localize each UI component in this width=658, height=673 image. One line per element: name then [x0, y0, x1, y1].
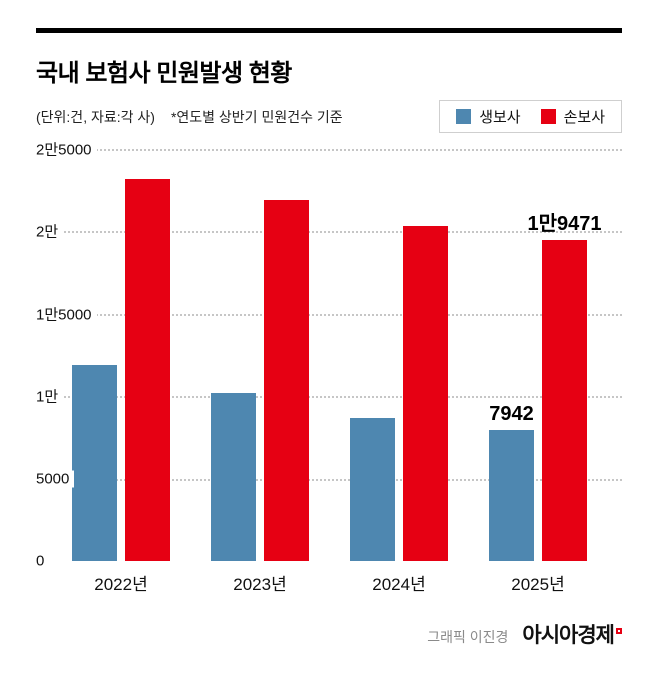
- gridline: [36, 149, 622, 151]
- legend-item-nonlife-insurers: 손보사: [540, 106, 605, 127]
- bar-생보사-2023년: [211, 392, 256, 561]
- bars-row: 7942 1만9471: [72, 149, 602, 561]
- gridline: [36, 478, 622, 481]
- bar-손보사-2024년: [403, 226, 448, 561]
- brand-text: 아시아경제: [522, 624, 615, 647]
- bar-column: [350, 149, 395, 561]
- x-axis-label: 2024년: [372, 575, 426, 594]
- bar-column: [72, 149, 117, 561]
- bar-value-label: 1만9471: [527, 213, 602, 236]
- bar-손보사-2022년: [125, 178, 170, 561]
- unit-note: (단위:건, 자료:각 사): [36, 108, 155, 125]
- gridline: [36, 231, 622, 234]
- bar-생보사-2022년: [72, 364, 117, 561]
- bar-column: [125, 149, 170, 561]
- x-axis-label: 2022년: [94, 575, 148, 594]
- bar-손보사-2025년: [542, 240, 587, 561]
- legend-item-life-insurers: 생보사: [456, 106, 521, 127]
- plot-area: 7942 1만9471 0 5000 1만 1만5000 2만 2만5000: [36, 138, 622, 570]
- bar-column: [211, 149, 256, 561]
- x-axis-label: 2025년: [511, 575, 565, 594]
- bar-group: [72, 149, 170, 561]
- credit-row: 그래픽 이진경 아시아경제: [36, 619, 622, 649]
- legend-swatch-red: [540, 109, 556, 124]
- gridline: [36, 313, 622, 316]
- y-tick-label: 1만: [36, 385, 64, 407]
- legend: 생보사 손보사: [439, 100, 622, 133]
- top-rule: [36, 28, 622, 33]
- legend-label: 생보사: [479, 109, 521, 126]
- brand-mark-icon: [616, 628, 622, 634]
- legend-swatch-blue: [456, 109, 472, 124]
- infographic: 국내 보험사 민원발생 현황 (단위:건, 자료:각 사) *연도별 상반기 민…: [36, 28, 622, 649]
- basis-note: *연도별 상반기 민원건수 기준: [170, 108, 343, 125]
- x-axis-label: 2023년: [233, 575, 287, 594]
- brand-logo: 아시아경제: [522, 619, 622, 649]
- bar-value-label: 7942: [489, 403, 534, 426]
- legend-label: 손보사: [563, 109, 605, 126]
- bar-생보사-2024년: [350, 417, 395, 561]
- bar-column: [403, 149, 448, 561]
- bar-손보사-2023년: [264, 200, 309, 561]
- chart-title: 국내 보험사 민원발생 현황: [36, 60, 292, 87]
- gridline: [36, 396, 622, 399]
- bar-group: 7942 1만9471: [489, 149, 602, 561]
- graphic-credit: 그래픽 이진경: [427, 629, 509, 645]
- y-tick-label: 2만5000: [36, 138, 97, 160]
- bar-column: 7942: [489, 149, 534, 561]
- bar-column: 1만9471: [528, 149, 602, 561]
- bar-생보사-2025년: [489, 430, 534, 561]
- y-tick-label: 5000: [36, 470, 75, 488]
- bar-column: [264, 149, 309, 561]
- bar-group: [211, 149, 309, 561]
- y-tick-label: 0: [36, 552, 50, 570]
- y-tick-label: 1만5000: [36, 303, 97, 325]
- y-tick-label: 2만: [36, 220, 64, 242]
- x-axis: 2022년 2023년 2024년 2025년: [36, 570, 622, 595]
- bar-group: [350, 149, 448, 561]
- meta-row: (단위:건, 자료:각 사) *연도별 상반기 민원건수 기준 생보사 손보사: [36, 100, 622, 133]
